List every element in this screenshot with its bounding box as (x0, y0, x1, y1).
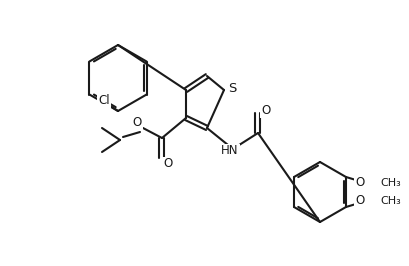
Text: Cl: Cl (98, 94, 110, 107)
Text: CH₃: CH₃ (379, 178, 400, 188)
Text: O: O (163, 157, 172, 171)
Text: O: O (355, 177, 364, 189)
Text: O: O (355, 194, 364, 207)
Text: S: S (227, 81, 236, 94)
Text: O: O (132, 117, 141, 130)
Text: O: O (261, 105, 270, 118)
Text: HN: HN (221, 144, 238, 157)
Text: CH₃: CH₃ (379, 196, 400, 206)
